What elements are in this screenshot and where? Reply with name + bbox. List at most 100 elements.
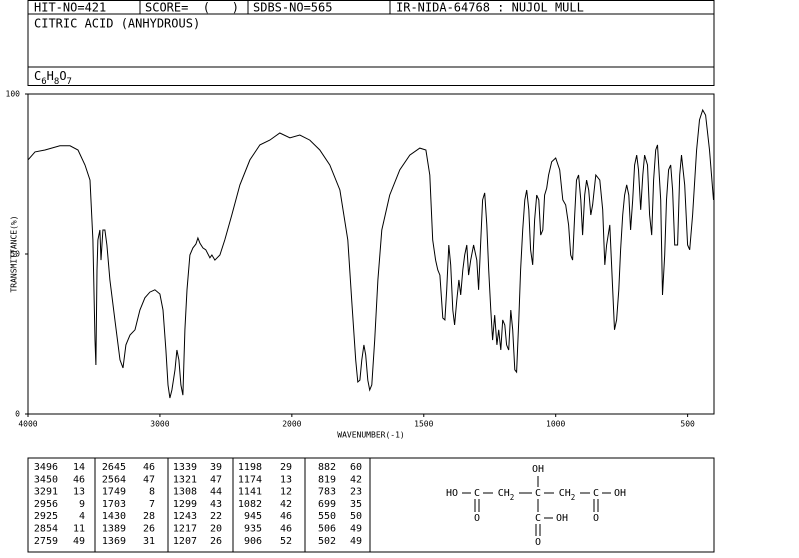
y-tick-label: 0 <box>15 410 20 419</box>
y-tick-label: 100 <box>6 90 21 99</box>
y-axis-label: TRANSMITTANCE(%) <box>10 215 19 292</box>
peak-wavenumber: 819 <box>318 474 336 485</box>
hit-no: HIT-NO=421 <box>34 1 106 15</box>
peak-wavenumber: 1703 <box>102 499 126 510</box>
peak-transmittance: 39 <box>210 462 222 473</box>
peak-transmittance: 49 <box>73 536 85 547</box>
atom-label: O <box>535 537 541 548</box>
atom-label: OH <box>556 513 568 524</box>
peak-transmittance: 26 <box>143 524 155 535</box>
atom-label: CH2 <box>559 488 576 502</box>
peak-transmittance: 47 <box>143 474 155 485</box>
peak-transmittance: 52 <box>280 536 292 547</box>
peak-wavenumber: 1339 <box>173 462 197 473</box>
atom-label: O <box>474 513 480 524</box>
peak-wavenumber: 1243 <box>173 511 197 522</box>
peak-wavenumber: 506 <box>318 524 336 535</box>
x-tick-label: 3000 <box>150 420 169 429</box>
peak-transmittance: 22 <box>210 511 222 522</box>
header: HIT-NO=421 SCORE= ( ) SDBS-NO=565 IR-NID… <box>27 0 715 87</box>
peak-wavenumber: 1174 <box>238 474 262 485</box>
table-box <box>27 457 715 553</box>
sdbs-no: SDBS-NO=565 <box>253 1 332 15</box>
y-tick-label: 50 <box>10 250 20 259</box>
peak-wavenumber: 2759 <box>34 536 58 547</box>
atom-label: C <box>535 488 541 499</box>
peak-wavenumber: 882 <box>318 462 336 473</box>
peak-wavenumber: 906 <box>244 536 262 547</box>
peak-transmittance: 13 <box>280 474 292 485</box>
peak-wavenumber: 1141 <box>238 487 262 498</box>
peak-transmittance: 50 <box>350 511 362 522</box>
peak-wavenumber: 3450 <box>34 474 58 485</box>
peak-wavenumber: 1082 <box>238 499 262 510</box>
atom-label: C <box>535 513 541 524</box>
peak-transmittance: 13 <box>73 487 85 498</box>
x-tick-label: 500 <box>680 420 695 429</box>
x-tick-label: 1500 <box>414 420 433 429</box>
peak-transmittance: 8 <box>149 487 155 498</box>
peak-transmittance: 12 <box>280 487 292 498</box>
peak-transmittance: 29 <box>280 462 292 473</box>
peak-wavenumber: 550 <box>318 511 336 522</box>
atom-label: O <box>593 513 599 524</box>
peak-transmittance: 4 <box>79 511 85 522</box>
peak-transmittance: 42 <box>280 499 292 510</box>
peak-wavenumber: 2854 <box>34 524 58 535</box>
peak-transmittance: 49 <box>350 524 362 535</box>
peak-transmittance: 46 <box>143 462 155 473</box>
x-tick-label: 2000 <box>282 420 301 429</box>
peak-transmittance: 47 <box>210 474 222 485</box>
peak-transmittance: 46 <box>280 524 292 535</box>
atom-label: OH <box>614 488 626 499</box>
peak-transmittance: 26 <box>210 536 222 547</box>
peak-transmittance: 11 <box>73 524 85 535</box>
score: SCORE= ( ) <box>145 1 239 15</box>
ir-code: IR-NIDA-64768 : NUJOL MULL <box>396 1 584 15</box>
peak-wavenumber: 2925 <box>34 511 58 522</box>
atom-label: OH <box>532 464 544 475</box>
peak-transmittance: 31 <box>143 536 155 547</box>
peak-transmittance: 9 <box>79 499 85 510</box>
peak-wavenumber: 945 <box>244 511 262 522</box>
header-box <box>27 0 715 86</box>
atom-label: CH2 <box>498 488 515 502</box>
x-tick-label: 1000 <box>546 420 565 429</box>
x-axis-label: WAVENUMBER(-1) <box>337 431 404 440</box>
peak-wavenumber: 1389 <box>102 524 126 535</box>
peak-wavenumber: 3291 <box>34 487 58 498</box>
compound-name: CITRIC ACID (ANHYDROUS) <box>34 17 200 31</box>
peak-wavenumber: 502 <box>318 536 336 547</box>
peak-wavenumber: 1198 <box>238 462 262 473</box>
x-tick-label: 4000 <box>18 420 37 429</box>
peak-wavenumber: 1749 <box>102 487 126 498</box>
peak-transmittance: 46 <box>280 511 292 522</box>
peak-table <box>27 457 715 553</box>
peak-transmittance: 46 <box>73 474 85 485</box>
peak-transmittance: 35 <box>350 499 362 510</box>
peak-wavenumber: 2564 <box>102 474 126 485</box>
peak-transmittance: 44 <box>210 487 222 498</box>
peak-wavenumber: 935 <box>244 524 262 535</box>
peak-transmittance: 60 <box>350 462 362 473</box>
peak-wavenumber: 2645 <box>102 462 126 473</box>
peak-transmittance: 7 <box>149 499 155 510</box>
peak-wavenumber: 1430 <box>102 511 126 522</box>
peak-wavenumber: 3496 <box>34 462 58 473</box>
peak-wavenumber: 699 <box>318 499 336 510</box>
peak-transmittance: 14 <box>73 462 85 473</box>
peak-wavenumber: 1321 <box>173 474 197 485</box>
peak-transmittance: 49 <box>350 536 362 547</box>
peak-wavenumber: 1207 <box>173 536 197 547</box>
peak-wavenumber: 1299 <box>173 499 197 510</box>
atom-label: HO <box>446 488 458 499</box>
atom-label: C <box>593 488 599 499</box>
peak-wavenumber: 1369 <box>102 536 126 547</box>
peak-wavenumber: 1217 <box>173 524 197 535</box>
peak-wavenumber: 1308 <box>173 487 197 498</box>
formula: C6H8O7 <box>34 69 72 87</box>
peak-transmittance: 43 <box>210 499 222 510</box>
spectrum-line <box>27 108 714 399</box>
peak-transmittance: 42 <box>350 474 362 485</box>
